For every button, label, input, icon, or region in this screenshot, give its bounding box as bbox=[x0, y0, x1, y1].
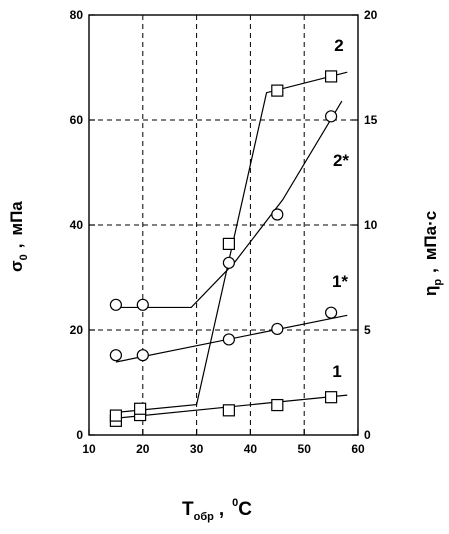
marker-series-2 bbox=[222, 237, 235, 250]
y-left-axis-title-main: σ bbox=[7, 260, 26, 272]
x-tick-label: 60 bbox=[351, 442, 365, 456]
marker-series-1 bbox=[109, 409, 123, 422]
y-left-tick-label: 20 bbox=[70, 323, 84, 337]
y-right-axis-title-unit: мПа·с bbox=[421, 211, 440, 260]
x-tick-label: 20 bbox=[136, 442, 150, 456]
y-left-axis-title-sep: , bbox=[7, 244, 26, 249]
x-axis-title-sep: , bbox=[219, 499, 224, 520]
x-axis-title: Tобр, 0C bbox=[182, 497, 252, 523]
y-left-axis-title-sub: 0 bbox=[18, 254, 30, 260]
y-left-axis-title-unit: мПа bbox=[7, 201, 26, 236]
series-label-1*: 1* bbox=[332, 272, 348, 291]
y-right-tick-label: 15 bbox=[364, 113, 378, 127]
series-label-2*: 2* bbox=[333, 151, 349, 170]
marker-series-2* bbox=[109, 298, 123, 311]
marker-series-2* bbox=[136, 298, 149, 311]
x-tick-label: 50 bbox=[298, 442, 312, 456]
y-right-tick-label: 20 bbox=[364, 8, 378, 22]
marker-series-2* bbox=[271, 208, 284, 221]
marker-series-1* bbox=[325, 306, 338, 319]
y-left-axis-title: σ0, мПа bbox=[7, 201, 30, 272]
y-right-axis-title: ηр, мПа·с bbox=[421, 211, 444, 296]
marker-series-1 bbox=[271, 398, 284, 412]
x-tick-label: 10 bbox=[82, 442, 96, 456]
x-tick-label: 40 bbox=[244, 442, 258, 456]
marker-series-1 bbox=[222, 404, 235, 417]
y-right-tick-label: 10 bbox=[364, 218, 378, 232]
marker-series-1 bbox=[134, 402, 147, 415]
marker-series-2* bbox=[325, 110, 338, 123]
marker-series-1* bbox=[271, 322, 284, 336]
y-left-tick-label: 0 bbox=[76, 428, 83, 442]
y-left-tick-label: 80 bbox=[70, 8, 84, 22]
marker-series-1* bbox=[136, 349, 149, 362]
y-left-tick-label: 60 bbox=[70, 113, 84, 127]
grid-lines bbox=[89, 15, 358, 435]
series-labels: 1 1* 2 2* bbox=[332, 36, 349, 381]
x-axis-title-unit-sup: 0 bbox=[232, 497, 238, 509]
marker-series-1* bbox=[109, 349, 123, 362]
y-left-tick-label: 40 bbox=[70, 218, 84, 232]
marker-series-2 bbox=[271, 84, 284, 97]
marker-series-2* bbox=[222, 256, 235, 269]
marker-series-1* bbox=[222, 333, 235, 346]
fit-line-series-2* bbox=[115, 100, 343, 309]
y-right-axis-title-sep: , bbox=[421, 268, 440, 273]
y-right-tick-label: 0 bbox=[364, 428, 371, 442]
x-tick-label: 30 bbox=[190, 442, 204, 456]
marker-series-1 bbox=[325, 391, 338, 404]
x-axis-title-main: T bbox=[182, 499, 194, 520]
x-axis-title-sub: обр bbox=[194, 511, 215, 523]
marker-series-2 bbox=[325, 70, 338, 83]
data-markers bbox=[109, 70, 338, 427]
y-right-tick-label: 5 bbox=[364, 323, 371, 337]
series-label-1: 1 bbox=[332, 362, 341, 381]
y-right-axis-title-main: η bbox=[421, 286, 440, 296]
series-label-2: 2 bbox=[334, 36, 343, 55]
y-right-axis-title-sub: р bbox=[432, 279, 444, 286]
x-axis-title-unit: C bbox=[238, 499, 252, 520]
